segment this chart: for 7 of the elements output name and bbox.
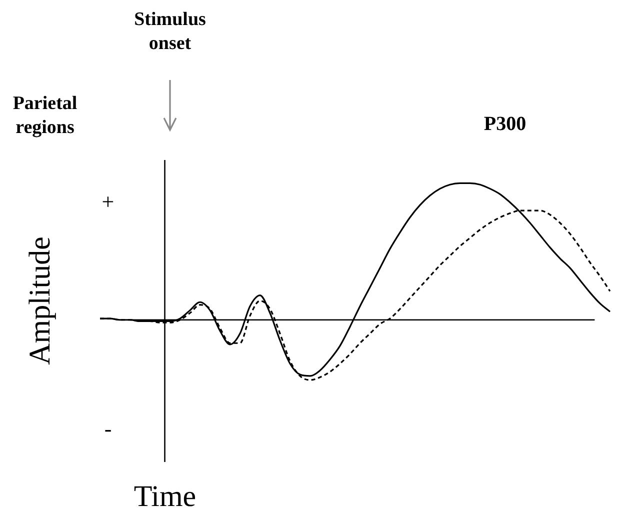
annotation: + — [100, 188, 116, 216]
x-axis-title: Time — [132, 479, 198, 515]
y-axis-title: Amplitude — [22, 236, 58, 367]
text: Parietal regions — [12, 92, 78, 140]
text: P300 — [482, 112, 528, 137]
text: - — [103, 415, 113, 442]
text: Stimulus onset — [133, 8, 207, 56]
